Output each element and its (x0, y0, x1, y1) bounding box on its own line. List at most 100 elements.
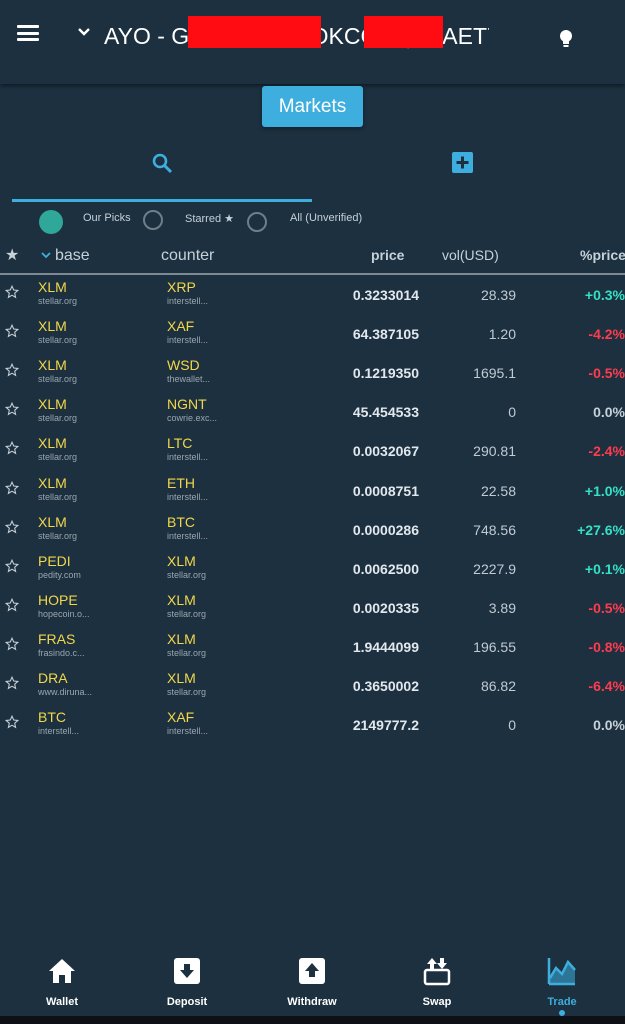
star-outline-icon[interactable] (5, 441, 19, 455)
market-row[interactable]: HOPE hopecoin.o... XLM stellar.org 0.0020335… (0, 588, 625, 627)
counter-asset-code: XAF (167, 709, 195, 726)
star-outline-icon[interactable] (5, 480, 19, 495)
market-row[interactable]: XLM stellar.org ETH interstell... 0.0008751 2… (0, 471, 625, 510)
counter-asset-domain: interstell... (167, 296, 209, 306)
price-change-value: 0.0% (593, 404, 625, 421)
counter-asset-code: XLM (167, 552, 196, 569)
chevron-down-icon[interactable] (76, 26, 92, 38)
star-outline-icon[interactable] (5, 597, 19, 612)
nav-trade[interactable]: Trade (512, 952, 612, 1016)
filter-starred-label[interactable]: Starred ★ (185, 213, 234, 225)
base-asset-domain: interstell... (38, 726, 80, 737)
redaction-mark (188, 16, 321, 48)
tab-search[interactable] (12, 140, 312, 202)
price-value: 1.9444099 (352, 638, 419, 655)
counter-asset-domain: cowrie.exc... (167, 413, 218, 424)
lightbulb-icon[interactable] (558, 28, 574, 50)
star-outline-icon[interactable] (5, 402, 19, 416)
redaction-mark (364, 16, 443, 48)
counter-asset-code: XLM (167, 670, 196, 686)
filter-our-picks-label[interactable]: Our Picks (83, 212, 131, 224)
market-row[interactable]: XLM stellar.org XRP interstell... 0.3233014 2… (0, 275, 625, 314)
price-value: 0.0032067 (352, 443, 419, 460)
volume-value: 0 (508, 404, 516, 421)
counter-asset-code: XLM (167, 630, 196, 647)
market-row[interactable]: XLM stellar.org WSD thewallet... 0.1219350 16… (0, 353, 625, 392)
filter-our-picks-radio[interactable] (39, 210, 63, 234)
counter-asset-domain: stellar.org (167, 608, 207, 619)
star-outline-icon[interactable] (5, 636, 19, 651)
market-row[interactable]: XLM stellar.org LTC interstell... 0.0032067 2… (0, 431, 625, 470)
nav-withdraw[interactable]: Withdraw (262, 952, 362, 1016)
header-divider (0, 273, 625, 275)
counter-asset-domain: stellar.org (167, 687, 207, 697)
price-value: 0.1219350 (352, 365, 419, 382)
base-asset-code: XLM (38, 396, 67, 413)
tab-add-market[interactable] (312, 140, 612, 202)
nav-swap-label: Swap (422, 996, 452, 1008)
nav-trade-label: Trade (547, 996, 577, 1008)
base-asset-code: HOPE (38, 591, 78, 608)
system-nav-bar (0, 1016, 625, 1024)
counter-asset-code: NGNT (167, 396, 207, 413)
volume-value: 748.56 (473, 521, 516, 538)
star-column-header-icon[interactable]: ★ (5, 247, 20, 264)
star-outline-icon[interactable] (5, 363, 19, 377)
withdraw-icon (299, 958, 325, 984)
price-change-value: -0.5% (588, 599, 625, 616)
market-row[interactable]: FRAS frasindo.c... XLM stellar.org 1.9444099… (0, 627, 625, 666)
counter-column-header[interactable]: counter (161, 247, 215, 264)
star-outline-icon[interactable] (5, 715, 19, 729)
market-row[interactable]: BTC interstell... XAF interstell... 2149777.… (0, 705, 625, 744)
market-row[interactable]: XLM stellar.org NGNT cowrie.exc... 45.454533… (0, 392, 625, 431)
base-asset-code: XLM (38, 474, 67, 491)
volume-column-header[interactable]: vol(USD) (442, 247, 499, 263)
star-outline-icon[interactable] (5, 519, 19, 534)
price-column-header[interactable]: price (371, 247, 405, 263)
nav-wallet[interactable]: Wallet (12, 952, 112, 1016)
counter-asset-domain: stellar.org (167, 647, 207, 658)
nav-deposit[interactable]: Deposit (137, 952, 237, 1016)
counter-asset-domain: interstell... (167, 335, 209, 346)
market-row[interactable]: DRA www.diruna... XLM stellar.org 0.3650002 8… (0, 666, 625, 705)
market-row[interactable]: XLM stellar.org XAF interstell... 64.387105 1… (0, 314, 625, 353)
volume-value: 196.55 (473, 638, 516, 655)
base-column-header[interactable]: base (55, 247, 90, 264)
base-asset-domain: stellar.org (38, 452, 78, 463)
price-change-value: +0.3% (584, 287, 625, 303)
market-row[interactable]: XLM stellar.org BTC interstell... 0.0000286 7… (0, 510, 625, 549)
volume-value: 3.89 (488, 599, 516, 616)
volume-value: 0 (508, 717, 516, 734)
menu-icon[interactable] (17, 25, 39, 41)
counter-asset-code: XAF (167, 318, 195, 335)
counter-asset-domain: interstell... (167, 491, 209, 502)
add-square-icon (452, 152, 473, 173)
counter-asset-code: ETH (167, 474, 195, 491)
star-outline-icon[interactable] (5, 558, 19, 573)
price-value: 0.0000286 (352, 521, 419, 538)
counter-asset-code: XRP (167, 279, 196, 295)
star-outline-icon[interactable] (5, 324, 19, 338)
pct-price-column-header[interactable]: %price (580, 247, 625, 263)
price-value: 64.387105 (352, 326, 419, 343)
top-app-bar: AYO - GBS3TIFB3YOKCGDQ5UAET7W (0, 0, 625, 84)
star-outline-icon[interactable] (5, 285, 19, 299)
volume-value: 86.82 (480, 678, 516, 694)
market-row[interactable]: PEDI pedity.com XLM stellar.org 0.0062500 222… (0, 549, 625, 588)
markets-button[interactable]: Markets (262, 86, 363, 127)
counter-asset-domain: thewallet... (167, 374, 211, 385)
filter-all-radio[interactable] (247, 212, 267, 232)
base-asset-domain: stellar.org (38, 491, 78, 502)
volume-value: 22.58 (480, 482, 516, 499)
filter-all-label[interactable]: All (Unverified) (290, 212, 363, 224)
price-change-value: -0.8% (588, 638, 625, 655)
star-outline-icon[interactable] (5, 676, 19, 690)
search-icon (152, 153, 173, 174)
nav-swap[interactable]: Swap (387, 952, 487, 1016)
price-change-value: 0.0% (593, 717, 625, 734)
base-asset-domain: stellar.org (38, 374, 78, 385)
filter-starred-radio[interactable] (143, 210, 163, 230)
base-asset-code: XLM (38, 513, 67, 530)
counter-asset-code: XLM (167, 591, 196, 608)
counter-asset-code: BTC (167, 513, 195, 530)
